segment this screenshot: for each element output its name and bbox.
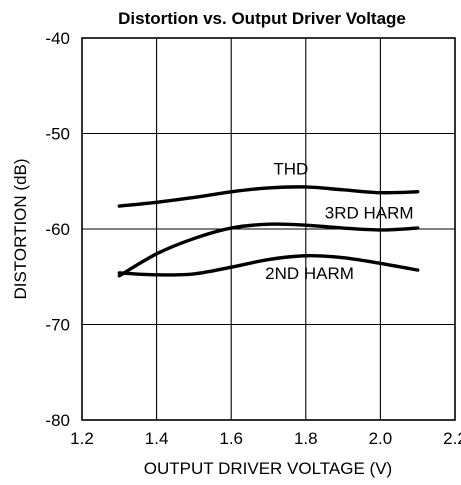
plot-frame <box>81 37 456 421</box>
x-tick-label: 2.2 <box>443 429 461 448</box>
chart-title: Distortion vs. Output Driver Voltage <box>118 9 406 28</box>
x-tick-label: 2.0 <box>369 429 393 448</box>
y-tick-label: -50 <box>45 125 70 144</box>
x-tick-label: 1.6 <box>219 429 243 448</box>
y-tick-label: -70 <box>45 316 70 335</box>
y-axis-label: DISTORTION (dB) <box>11 158 30 299</box>
x-tick-labels: 1.2 1.4 1.6 1.8 2.0 2.2 <box>70 429 461 448</box>
series-line-3rd-harm <box>117 222 420 278</box>
series-line-thd <box>117 185 420 208</box>
series-line-2nd-harm <box>117 253 420 277</box>
series-label-2nd-harm: 2ND HARM <box>265 264 354 283</box>
x-tick-label: 1.2 <box>70 429 94 448</box>
y-tick-labels: -40 -50 -60 -70 -80 <box>45 29 70 430</box>
grid-layer <box>82 38 455 420</box>
y-tick-label: -60 <box>45 220 70 239</box>
y-tick-label: -80 <box>45 411 70 430</box>
series-labels: THD 3RD HARM 2ND HARM <box>265 159 413 283</box>
x-axis-label: OUTPUT DRIVER VOLTAGE (V) <box>144 459 392 478</box>
series-label-thd: THD <box>273 159 308 178</box>
curve-layer <box>117 185 420 278</box>
y-tick-label: -40 <box>45 29 70 48</box>
x-tick-label: 1.8 <box>294 429 318 448</box>
x-tick-label: 1.4 <box>145 429 169 448</box>
series-label-3rd-harm: 3RD HARM <box>325 203 414 222</box>
